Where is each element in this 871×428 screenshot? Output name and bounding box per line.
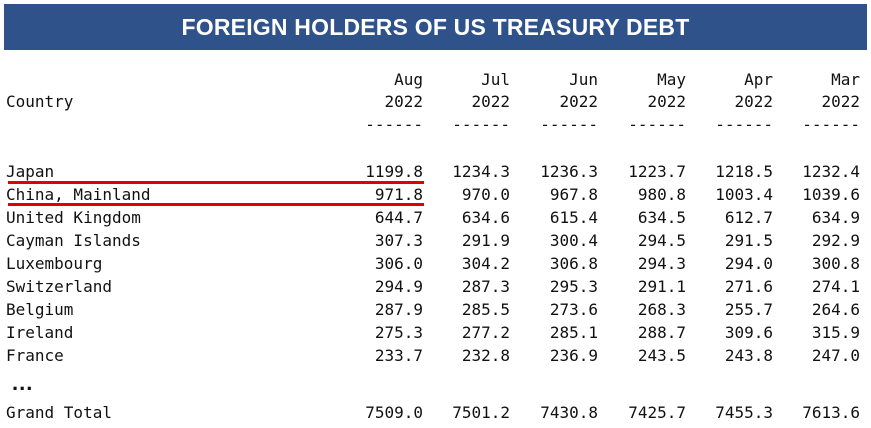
table-cell: 268.3 [637, 300, 686, 319]
grand-total-label: Grand Total [6, 403, 112, 422]
country-column-header: Country [6, 92, 74, 111]
table-cell: 306.8 [549, 254, 598, 273]
table-cell: 612.7 [724, 208, 773, 227]
table-cell: 291.1 [637, 277, 686, 296]
column-month-header: Mar [831, 70, 860, 89]
table-cell: 1236.3 [540, 162, 598, 181]
column-rule: ------ [715, 115, 773, 134]
table-cell: 644.7 [374, 208, 423, 227]
more-rows-ellipsis: ... [12, 370, 34, 395]
column-year-header: 2022 [471, 92, 510, 111]
row-country-label: Japan [6, 162, 55, 181]
table-cell: 243.5 [637, 346, 686, 365]
grand-total-cell: 7430.8 [540, 403, 598, 422]
row-country-label: China, Mainland [6, 185, 151, 204]
table-cell: 294.5 [637, 231, 686, 250]
table-cell: 634.9 [811, 208, 860, 227]
table-cell: 300.8 [811, 254, 860, 273]
table-cell: 294.3 [637, 254, 686, 273]
column-year-header: 2022 [647, 92, 686, 111]
column-rule: ------ [452, 115, 510, 134]
column-month-header: Jun [569, 70, 598, 89]
table-cell: 1232.4 [802, 162, 860, 181]
table-cell: 1218.5 [715, 162, 773, 181]
column-year-header: 2022 [734, 92, 773, 111]
highlight-line-bottom [8, 203, 424, 206]
column-year-header: 2022 [821, 92, 860, 111]
grand-total-cell: 7613.6 [802, 403, 860, 422]
table-cell: 1223.7 [628, 162, 686, 181]
table-cell: 287.9 [374, 300, 423, 319]
row-country-label: Ireland [6, 323, 74, 342]
table-cell: 300.4 [549, 231, 598, 250]
table-cell: 304.2 [461, 254, 510, 273]
table-cell: 277.2 [461, 323, 510, 342]
table-cell: 1234.3 [452, 162, 510, 181]
row-country-label: Cayman Islands [6, 231, 141, 250]
column-rule: ------ [365, 115, 423, 134]
table-cell: 247.0 [811, 346, 860, 365]
table-cell: 285.5 [461, 300, 510, 319]
column-rule: ------ [540, 115, 598, 134]
table-cell: 967.8 [549, 185, 598, 204]
column-month-header: Apr [744, 70, 773, 89]
title-banner: FOREIGN HOLDERS OF US TREASURY DEBT [4, 4, 867, 50]
table-cell: 236.9 [549, 346, 598, 365]
grand-total-cell: 7425.7 [628, 403, 686, 422]
table-cell: 233.7 [374, 346, 423, 365]
highlight-line-top [8, 181, 424, 184]
column-month-header: Aug [394, 70, 423, 89]
table-cell: 309.6 [724, 323, 773, 342]
column-month-header: May [657, 70, 686, 89]
table-cell: 970.0 [461, 185, 510, 204]
grand-total-cell: 7501.2 [452, 403, 510, 422]
page-title: FOREIGN HOLDERS OF US TREASURY DEBT [181, 13, 690, 40]
table-cell: 288.7 [637, 323, 686, 342]
table-cell: 271.6 [724, 277, 773, 296]
table-cell: 275.3 [374, 323, 423, 342]
row-country-label: Belgium [6, 300, 74, 319]
table-cell: 294.0 [724, 254, 773, 273]
table-cell: 634.5 [637, 208, 686, 227]
table-cell: 315.9 [811, 323, 860, 342]
row-country-label: Switzerland [6, 277, 112, 296]
row-country-label: France [6, 346, 64, 365]
table-cell: 287.3 [461, 277, 510, 296]
row-country-label: Luxembourg [6, 254, 103, 273]
column-year-header: 2022 [559, 92, 598, 111]
table-cell: 264.6 [811, 300, 860, 319]
table-cell: 291.5 [724, 231, 773, 250]
table-cell: 274.1 [811, 277, 860, 296]
table-cell: 232.8 [461, 346, 510, 365]
column-rule: ------ [802, 115, 860, 134]
table-cell: 634.6 [461, 208, 510, 227]
table-cell: 980.8 [637, 185, 686, 204]
column-rule: ------ [628, 115, 686, 134]
table-cell: 1199.8 [365, 162, 423, 181]
table-cell: 306.0 [374, 254, 423, 273]
table-cell: 295.3 [549, 277, 598, 296]
table-cell: 615.4 [549, 208, 598, 227]
row-country-label: United Kingdom [6, 208, 141, 227]
grand-total-cell: 7455.3 [715, 403, 773, 422]
table-cell: 243.8 [724, 346, 773, 365]
table-cell: 291.9 [461, 231, 510, 250]
table-cell: 292.9 [811, 231, 860, 250]
table-cell: 1039.6 [802, 185, 860, 204]
table-cell: 1003.4 [715, 185, 773, 204]
table-cell: 307.3 [374, 231, 423, 250]
table-cell: 294.9 [374, 277, 423, 296]
table-cell: 285.1 [549, 323, 598, 342]
column-year-header: 2022 [384, 92, 423, 111]
table-cell: 971.8 [374, 185, 423, 204]
table-cell: 255.7 [724, 300, 773, 319]
table-cell: 273.6 [549, 300, 598, 319]
grand-total-cell: 7509.0 [365, 403, 423, 422]
column-month-header: Jul [481, 70, 510, 89]
